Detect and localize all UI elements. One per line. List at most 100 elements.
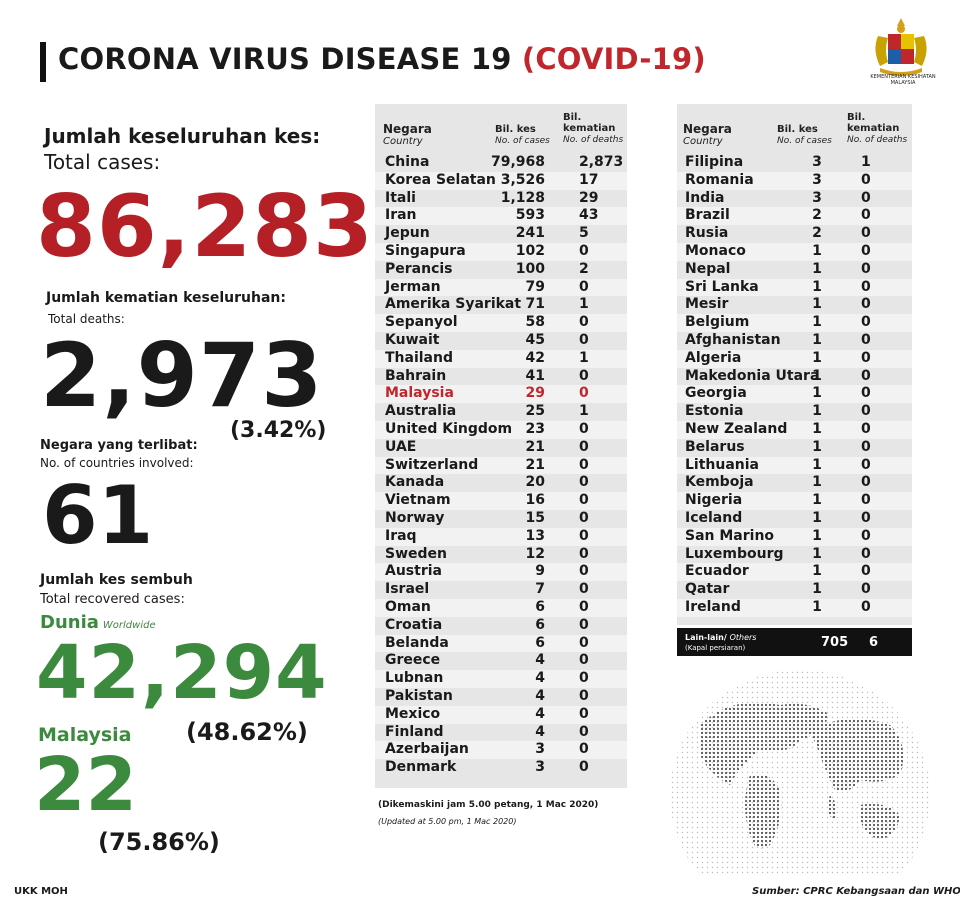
country-cell: Iraq [385, 527, 417, 544]
header-deaths-ms: Bil. kematian [563, 112, 616, 134]
cases-cell: 241 [515, 225, 545, 242]
table-row: Ireland 1 0 [677, 598, 912, 617]
cases-cell: 3 [812, 154, 822, 170]
cases-cell: 1 [812, 581, 822, 598]
cases-cell: 3 [812, 171, 822, 188]
header-cases-ms: Bil. kes [495, 124, 536, 135]
deaths-cell: 29 [579, 189, 599, 206]
deaths-cell: 0 [579, 670, 589, 687]
countries-label-ms: Negara yang terlibat: [40, 438, 198, 453]
table-row: Brazil 2 0 [677, 207, 912, 226]
table-row: Nepal 1 0 [677, 261, 912, 279]
header-cases-en: No. of cases [777, 136, 832, 146]
table-row: Sri Lanka 1 0 [677, 278, 912, 297]
table-row: India 3 0 [677, 190, 912, 208]
cases-cell: 1 [812, 403, 822, 420]
cases-cell: 1 [812, 260, 822, 277]
cases-cell: 1 [812, 563, 822, 580]
deaths-cell: 0 [861, 545, 871, 562]
recovered-malaysia-percentage: (75.86%) [98, 828, 220, 856]
country-cell: Brazil [685, 207, 730, 224]
deaths-cell: 0 [861, 314, 871, 331]
table-row: Lithuania 1 0 [677, 456, 912, 475]
title-paren: (COVID-19) [521, 42, 706, 76]
deaths-cell: 0 [579, 705, 589, 722]
deaths-label-ms: Jumlah kematian keseluruhan: [46, 290, 286, 306]
cases-cell: 1 [812, 314, 822, 331]
country-cell: Belanda [385, 634, 449, 651]
cases-cell: 21 [525, 438, 545, 455]
deaths-cell: 5 [579, 225, 589, 242]
cases-cell: 1 [812, 527, 822, 544]
country-cell: Malaysia [385, 385, 454, 402]
header-deaths-ms: Bil. kematian [847, 112, 900, 134]
cases-cell: 1 [812, 420, 822, 437]
table-row: Itali 1,128 29 [375, 190, 627, 208]
cases-cell: 1 [812, 349, 822, 366]
country-cell: Georgia [685, 385, 747, 402]
others-cases: 705 [821, 635, 849, 650]
cases-cell: 79 [525, 278, 545, 295]
country-cell: Perancis [385, 260, 453, 277]
cases-cell: 21 [525, 456, 545, 473]
deaths-cell: 0 [579, 527, 589, 544]
cases-cell: 102 [515, 242, 545, 259]
country-cell: China [385, 154, 430, 170]
country-cell: Romania [685, 171, 754, 188]
table-row: China 79,968 2,873 [375, 154, 627, 172]
country-cell: Finland [385, 723, 444, 740]
deaths-cell: 0 [861, 420, 871, 437]
country-cell: Jepun [385, 225, 430, 242]
table-row: Austria 9 0 [375, 563, 627, 582]
country-cell: Mesir [685, 296, 729, 313]
countries-label-en: No. of countries involved: [40, 456, 194, 470]
cases-cell: 1 [812, 492, 822, 509]
footer-credit: UKK MOH [14, 886, 68, 897]
cases-cell: 13 [525, 527, 545, 544]
table-row: Estonia 1 0 [677, 403, 912, 421]
deaths-cell: 0 [861, 403, 871, 420]
country-cell: Croatia [385, 616, 443, 633]
deaths-cell: 0 [861, 474, 871, 491]
deaths-cell: 0 [861, 385, 871, 402]
table-row: Israel 7 0 [375, 581, 627, 599]
deaths-cell: 0 [579, 616, 589, 633]
table-row: Georgia 1 0 [677, 385, 912, 404]
deaths-cell: 0 [579, 634, 589, 651]
header-country: Negara Country [383, 123, 432, 147]
table-row: Pakistan 4 0 [375, 688, 627, 706]
others-deaths: 6 [869, 635, 879, 650]
deaths-cell: 0 [861, 509, 871, 526]
others-sublabel: (Kapal persiaran) [685, 644, 746, 652]
table-row: Oman 6 0 [375, 598, 627, 617]
cases-cell: 7 [535, 581, 545, 598]
deaths-label-en: Total deaths: [48, 312, 125, 326]
worldwide-label-en: Worldwide [102, 620, 156, 631]
table-row: Denmark 3 0 [375, 759, 627, 777]
cases-cell: 1 [812, 509, 822, 526]
cases-cell: 15 [525, 509, 545, 526]
deaths-cell: 0 [579, 545, 589, 562]
country-cell: Rusia [685, 225, 729, 242]
table-row: Croatia 6 0 [375, 617, 627, 635]
deaths-cell: 0 [861, 331, 871, 348]
table-row: San Marino 1 0 [677, 527, 912, 546]
deaths-cell: 0 [861, 456, 871, 473]
deaths-cell: 0 [861, 296, 871, 313]
country-cell: Nepal [685, 260, 731, 277]
country-cell: Lubnan [385, 670, 444, 687]
table-row: Nigeria 1 0 [677, 492, 912, 510]
cases-cell: 41 [525, 367, 545, 384]
table-row: Filipina 3 1 [677, 154, 912, 172]
cases-cell: 1 [812, 438, 822, 455]
header-deaths-en: No. of deaths [847, 135, 908, 145]
cases-cell: 2 [812, 225, 822, 242]
cases-cell: 71 [525, 296, 545, 313]
country-cell: Lithuania [685, 456, 760, 473]
country-cell: Israel [385, 581, 430, 598]
country-cell: United Kingdom [385, 420, 513, 437]
update-note-en: (Updated at 5.00 pm, 1 Mac 2020) [378, 817, 517, 826]
country-cell: Sepanyol [385, 314, 458, 331]
header-deaths: Bil. kematian No. of deaths [847, 112, 909, 146]
header-cases: Bil. kes No. of cases [777, 124, 832, 147]
